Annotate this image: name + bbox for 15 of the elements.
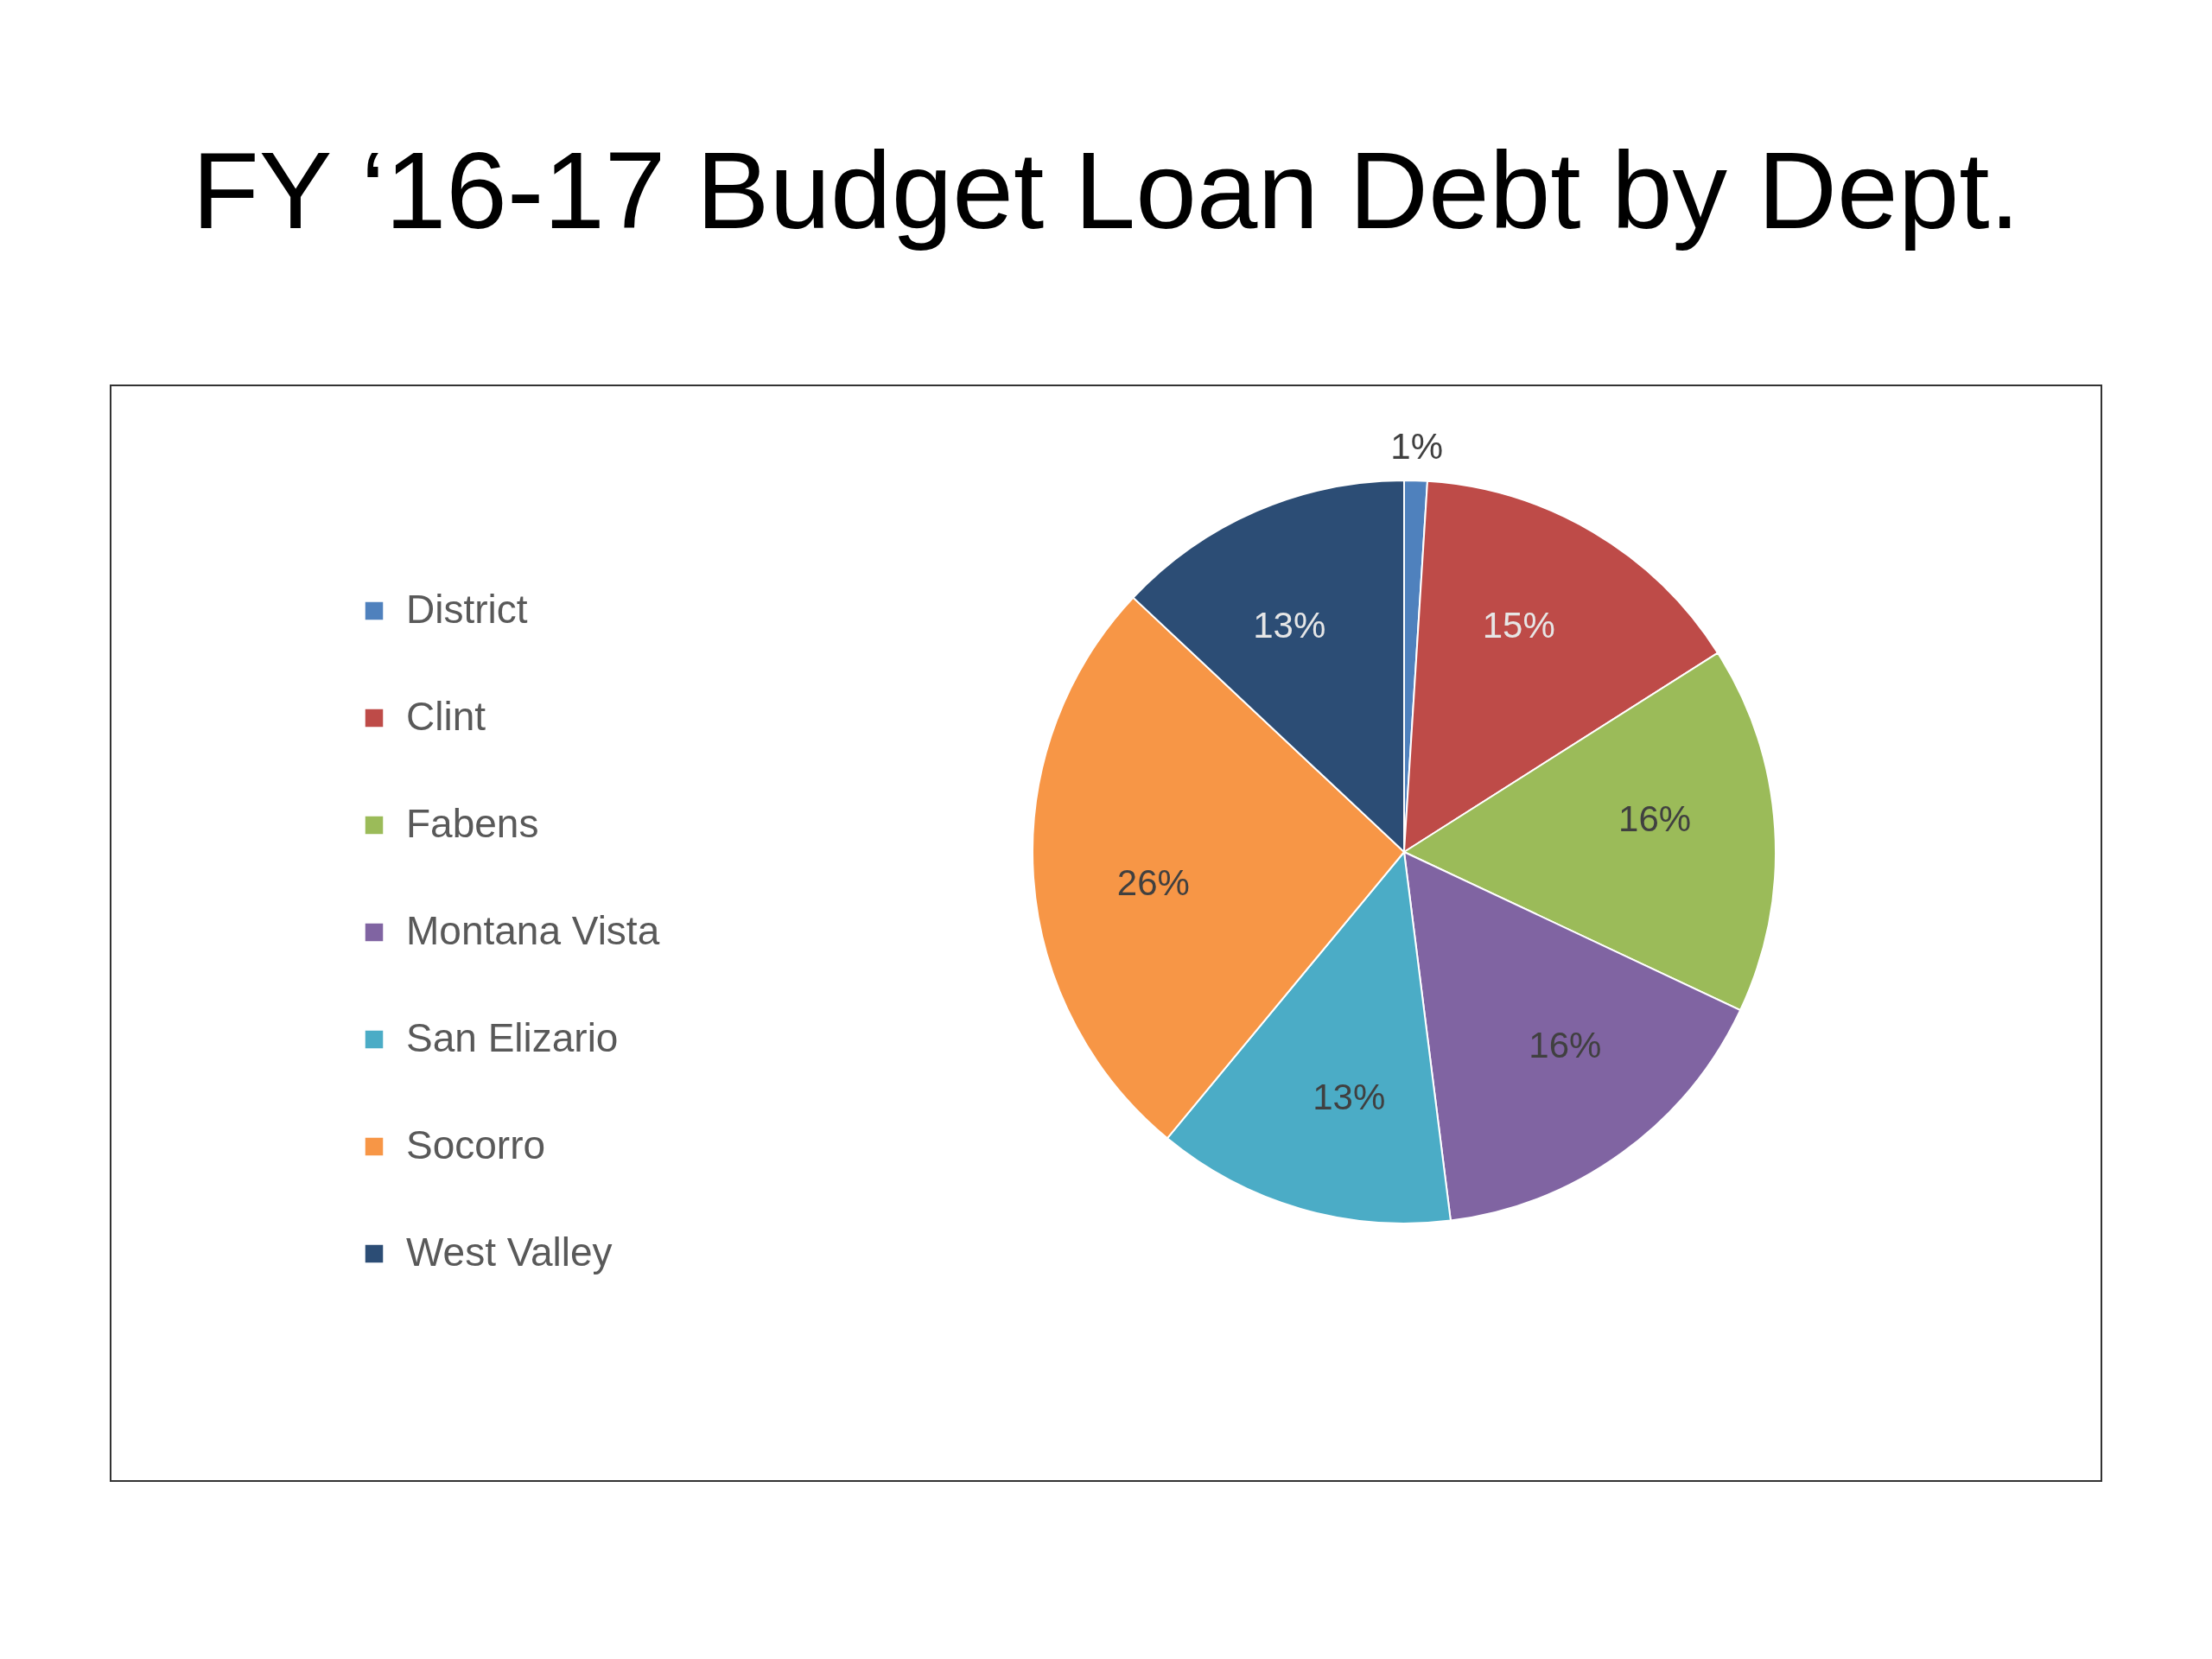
legend-label: Socorro — [406, 1122, 546, 1167]
chart-title: FY ‘16-17 Budget Loan Debt by Dept. — [192, 129, 2020, 251]
data-label: 15% — [1482, 605, 1555, 646]
data-label: 26% — [1116, 861, 1190, 903]
legend-label: West Valley — [406, 1230, 613, 1274]
legend-label: Fabens — [406, 801, 539, 846]
data-label: 13% — [1313, 1077, 1386, 1118]
data-label: 13% — [1253, 605, 1326, 646]
data-label: 16% — [1529, 1025, 1602, 1066]
data-label: 16% — [1618, 798, 1692, 840]
legend-label: District — [406, 587, 528, 632]
data-label: 1% — [1390, 426, 1444, 467]
legend-label: Clint — [406, 694, 486, 739]
legend-label: San Elizario — [406, 1015, 619, 1060]
legend-label: Montana Vista — [406, 908, 660, 953]
